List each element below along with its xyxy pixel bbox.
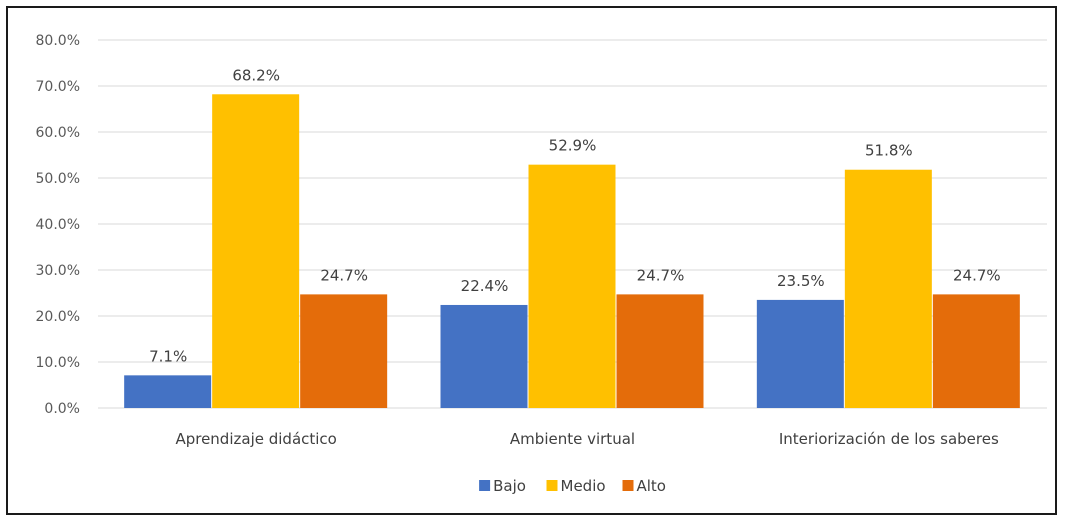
y-tick-label: 80.0% xyxy=(36,33,80,49)
bar-bajo xyxy=(756,299,844,408)
data-label: 51.8% xyxy=(865,142,913,160)
legend-swatch-alto xyxy=(622,480,634,491)
y-tick-label: 10.0% xyxy=(36,355,80,371)
data-label: 23.5% xyxy=(777,272,825,290)
legend: Bajo Medio Alto xyxy=(479,477,666,495)
y-tick-label: 0.0% xyxy=(44,401,80,417)
legend-label: Bajo xyxy=(493,477,526,495)
data-labels: 7.1% 68.2% 24.7% 22.4% 52.9% 24.7% 23.5% 51.8% 2… xyxy=(149,66,1001,365)
y-tick-label: 60.0% xyxy=(36,125,80,141)
y-tick-label: 40.0% xyxy=(36,217,80,233)
data-label: 68.2% xyxy=(232,66,280,84)
y-axis-tick-labels: 0.0% 10.0% 20.0% 30.0% 40.0% 50.0% 60.0% 70.0% 8… xyxy=(36,33,80,417)
category-label: Aprendizaje didáctico xyxy=(175,430,336,448)
data-label: 52.9% xyxy=(549,137,597,155)
legend-swatch-bajo xyxy=(479,480,491,491)
data-label: 24.7% xyxy=(953,266,1001,284)
bar-medio xyxy=(528,164,616,408)
bars xyxy=(124,94,1020,408)
y-tick-label: 50.0% xyxy=(36,171,80,187)
bar-bajo xyxy=(440,304,528,408)
bar-medio xyxy=(844,169,932,408)
category-label: Interiorización de los saberes xyxy=(779,430,999,448)
y-tick-label: 70.0% xyxy=(36,79,80,95)
x-axis-category-labels: Aprendizaje didáctico Ambiente virtual Int… xyxy=(175,430,999,448)
bar-alto xyxy=(300,294,388,408)
bar-alto xyxy=(932,294,1020,408)
bar-medio xyxy=(212,94,300,408)
data-label: 7.1% xyxy=(149,347,187,365)
legend-swatch-medio xyxy=(546,480,558,491)
y-tick-label: 30.0% xyxy=(36,263,80,279)
data-label: 24.7% xyxy=(637,266,685,284)
bar-bajo xyxy=(124,375,212,408)
bar-alto xyxy=(616,294,704,408)
legend-label: Alto xyxy=(637,477,667,495)
data-label: 24.7% xyxy=(320,266,368,284)
category-label: Ambiente virtual xyxy=(510,430,635,448)
y-tick-label: 20.0% xyxy=(36,309,80,325)
legend-label: Medio xyxy=(561,477,606,495)
data-label: 22.4% xyxy=(461,277,509,295)
